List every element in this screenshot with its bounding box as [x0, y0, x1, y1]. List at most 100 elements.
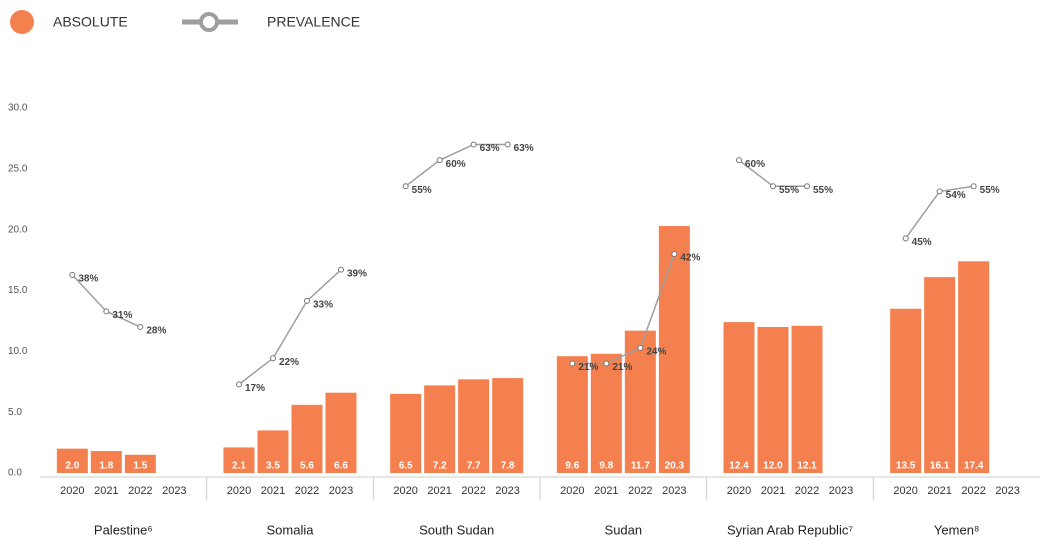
- y-tick-label: 20.0: [8, 224, 28, 235]
- line-point: [671, 251, 678, 257]
- bar-label: 20.3: [665, 461, 685, 472]
- bar: [492, 378, 524, 473]
- line-label: 60%: [745, 159, 765, 170]
- line-label: 55%: [412, 185, 432, 196]
- line-point: [103, 308, 110, 315]
- x-tick-label: 2020: [893, 485, 917, 497]
- line-point: [970, 183, 977, 190]
- x-tick-label: 2021: [927, 485, 951, 497]
- y-tick-label: 15.0: [8, 285, 28, 296]
- line-point: [137, 324, 144, 330]
- line-point: [770, 183, 776, 190]
- line-point: [69, 271, 76, 278]
- x-tick-label: 2023: [329, 485, 353, 497]
- bar: [723, 322, 755, 473]
- line-label: 21%: [612, 362, 632, 373]
- x-tick-label: 2020: [227, 485, 251, 497]
- bar: [257, 430, 289, 473]
- legend-label: PREVALENCE: [267, 14, 360, 30]
- legend-swatch: [10, 10, 34, 34]
- bar-label: 13.5: [896, 461, 916, 472]
- bar-label: 6.5: [399, 461, 413, 472]
- bar: [325, 392, 357, 473]
- bar-label: 2.1: [232, 461, 246, 472]
- category-label: Palestine⁶: [94, 522, 153, 537]
- line-label: 17%: [245, 383, 265, 394]
- line-point: [569, 360, 576, 367]
- x-tick-label: 2023: [662, 485, 686, 497]
- bar: [757, 327, 789, 473]
- y-tick-label: 25.0: [8, 163, 28, 174]
- bar: [624, 330, 656, 473]
- bar-label: 11.7: [631, 461, 650, 472]
- line-point: [470, 141, 477, 148]
- line: [238, 269, 342, 385]
- line-label: 63%: [514, 143, 534, 154]
- y-tick-label: 30.0: [8, 103, 28, 114]
- line-point: [304, 297, 310, 304]
- bar-label: 1.5: [133, 461, 147, 472]
- bar-label: 16.1: [930, 461, 950, 472]
- x-tick-label: 2022: [628, 485, 652, 497]
- bar: [924, 277, 956, 473]
- line: [405, 143, 508, 187]
- bar: [124, 454, 156, 473]
- bar: [424, 385, 456, 473]
- legend-swatch: [199, 12, 219, 32]
- line-point: [504, 141, 511, 148]
- line-point: [236, 381, 242, 388]
- line-label: 31%: [112, 310, 132, 321]
- x-tick-label: 2023: [829, 485, 853, 497]
- line-label: 55%: [813, 185, 833, 196]
- x-tick-label: 2020: [560, 485, 584, 497]
- bar-label: 7.2: [433, 461, 447, 472]
- line-label: 45%: [912, 237, 932, 248]
- x-tick-label: 2020: [727, 485, 751, 497]
- bar-label: 12.0: [763, 461, 783, 472]
- x-tick-label: 2022: [295, 485, 319, 497]
- bar-label: 17.4: [964, 461, 984, 472]
- x-tick-label: 2023: [995, 485, 1019, 497]
- x-tick-label: 2022: [795, 485, 819, 497]
- x-tick-label: 2021: [761, 485, 785, 497]
- line-point: [338, 266, 344, 273]
- bar: [590, 353, 622, 473]
- bar: [556, 356, 588, 473]
- bar: [890, 308, 922, 473]
- line-label: 21%: [578, 362, 598, 373]
- bar-label: 12.4: [729, 461, 749, 472]
- line-label: 60%: [446, 159, 466, 170]
- x-tick-label: 2021: [94, 485, 118, 497]
- line-point: [436, 157, 443, 164]
- bar: [958, 261, 990, 473]
- line-label: 63%: [480, 143, 500, 154]
- line-label: 55%: [779, 185, 799, 196]
- bar: [90, 451, 122, 473]
- y-tick-label: 5.0: [8, 407, 22, 418]
- line-label: 33%: [313, 300, 333, 311]
- line: [572, 253, 676, 365]
- category-label: Syrian Arab Republic⁷: [727, 522, 853, 537]
- x-tick-label: 2022: [128, 485, 152, 497]
- bar-label: 7.7: [467, 461, 481, 472]
- y-tick-label: 0.0: [8, 468, 22, 479]
- line-point: [402, 183, 409, 190]
- legend-label: ABSOLUTE: [53, 14, 128, 30]
- line-point: [603, 360, 610, 367]
- x-tick-label: 2023: [162, 485, 186, 497]
- line-point: [804, 183, 810, 190]
- category-label: Somalia: [267, 522, 315, 537]
- bar: [56, 448, 88, 473]
- x-tick-label: 2023: [495, 485, 519, 497]
- x-tick-label: 2020: [60, 485, 84, 497]
- line-label: 28%: [146, 326, 166, 337]
- x-tick-label: 2022: [461, 485, 485, 497]
- category-label: Sudan: [605, 522, 643, 537]
- bar-label: 6.6: [334, 461, 348, 472]
- bar-label: 2.0: [65, 461, 79, 472]
- line-label: 38%: [78, 273, 98, 284]
- line-point: [936, 188, 943, 195]
- x-tick-label: 2021: [427, 485, 451, 497]
- line-point: [902, 235, 909, 242]
- line-label: 55%: [980, 185, 1000, 196]
